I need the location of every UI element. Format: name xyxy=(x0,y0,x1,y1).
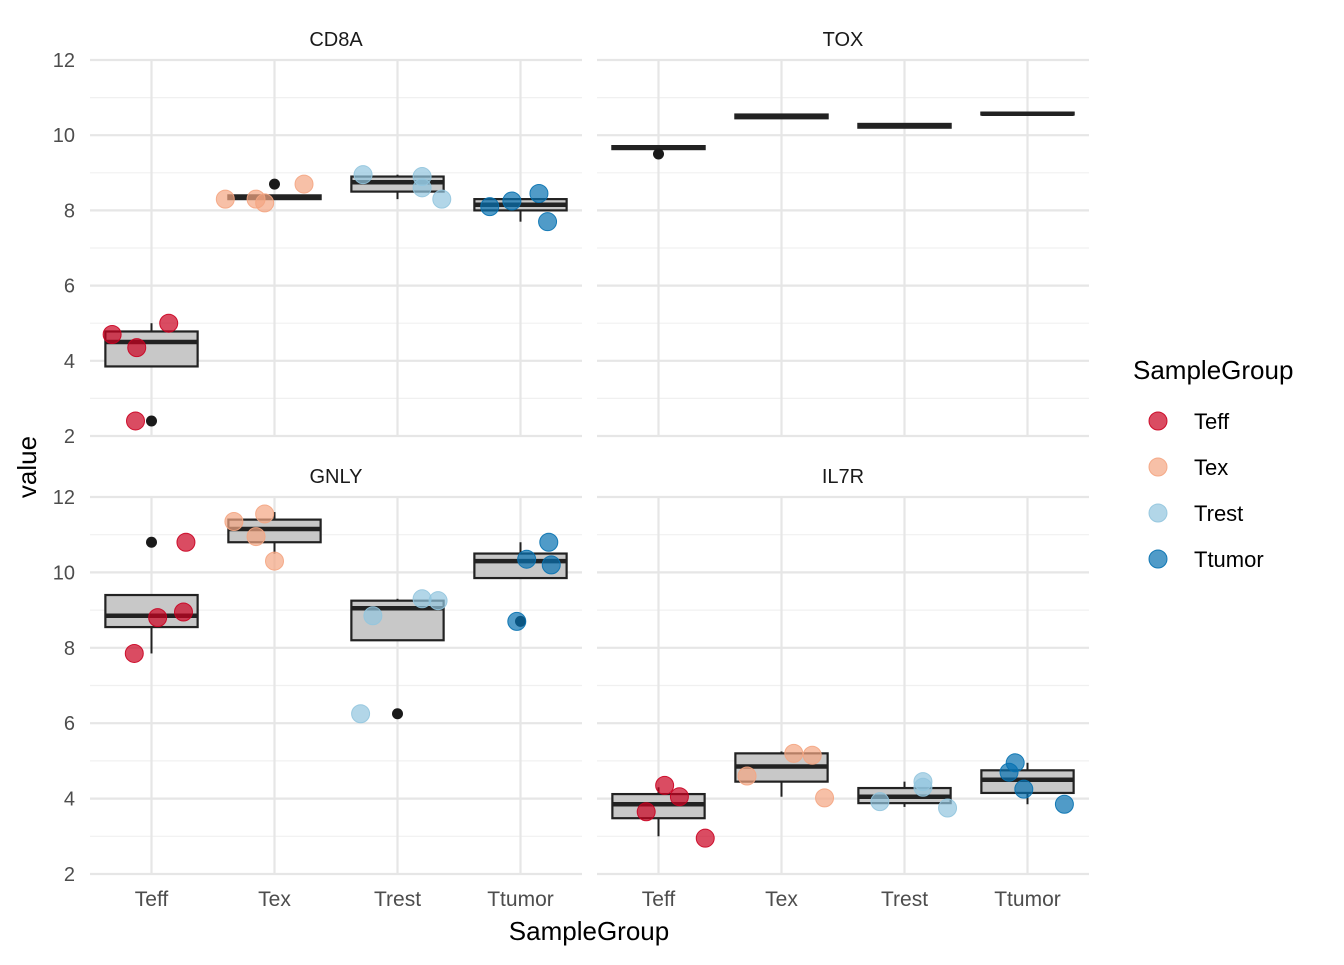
x-tick-label: Trest xyxy=(881,888,928,911)
data-point-ttumor xyxy=(502,191,522,211)
data-point-tex xyxy=(294,174,314,194)
data-point-teff xyxy=(655,775,675,795)
data-point-trest xyxy=(432,189,452,209)
data-point-teff xyxy=(126,411,146,431)
data-point-teff xyxy=(159,313,179,333)
outlier-point xyxy=(146,415,157,427)
y-tick-label: 8 xyxy=(64,638,75,660)
panel-il7r: IL7R Teff Tex Trest Ttumor xyxy=(597,466,1089,911)
y-tick-label: 2 xyxy=(64,864,75,886)
data-point-trest xyxy=(351,704,371,724)
x-tick-label: Teff xyxy=(642,888,676,911)
legend-label: Teff xyxy=(1194,409,1230,434)
y-tick-label: 2 xyxy=(64,426,75,448)
y-tick-label: 6 xyxy=(64,713,75,735)
data-point-teff xyxy=(102,324,122,344)
data-point-tex xyxy=(784,743,804,763)
outlier-point xyxy=(269,178,280,190)
data-point-tex xyxy=(802,745,822,765)
data-point-tex xyxy=(265,551,284,571)
data-point-teff xyxy=(669,787,689,807)
legend-swatch-trest xyxy=(1148,503,1168,523)
data-point-teff xyxy=(176,532,196,552)
data-point-tex xyxy=(255,193,275,213)
legend-title: SampleGroup xyxy=(1133,355,1293,385)
data-point-trest xyxy=(870,792,890,812)
panel-title: IL7R xyxy=(822,466,864,488)
y-axis-title: value xyxy=(12,436,42,498)
legend-label: Tex xyxy=(1194,455,1228,480)
x-axis-title: SampleGroup xyxy=(509,916,669,946)
outlier-point xyxy=(392,708,403,720)
panel-cd8a: CD8A 2 4 6 8 10 12 xyxy=(53,29,582,448)
legend: SampleGroup Teff Tex Trest Ttumor xyxy=(1133,355,1293,572)
y-tick-label: 12 xyxy=(53,50,75,72)
data-point-ttumor xyxy=(480,197,500,217)
outlier-point xyxy=(146,536,157,548)
data-point-trest xyxy=(363,606,383,626)
data-point-tex xyxy=(224,512,244,532)
data-point-tex xyxy=(737,766,757,786)
data-point-ttumor xyxy=(529,183,549,203)
data-point-trest xyxy=(412,178,432,198)
data-point-teff xyxy=(636,802,656,822)
x-tick-label: Teff xyxy=(135,888,169,911)
outlier-point xyxy=(653,148,664,160)
data-point-trest xyxy=(412,589,432,609)
y-tick-label: 10 xyxy=(53,125,75,147)
data-point-ttumor xyxy=(507,611,527,631)
legend-label: Ttumor xyxy=(1194,547,1264,572)
data-point-teff xyxy=(148,608,168,628)
legend-swatch-tex xyxy=(1148,457,1168,477)
data-point-ttumor xyxy=(517,549,537,569)
data-point-tex xyxy=(815,788,835,808)
data-point-teff xyxy=(124,643,144,663)
y-tick-label: 12 xyxy=(53,487,75,509)
x-tick-label: Tex xyxy=(765,888,798,911)
y-tick-label: 8 xyxy=(64,200,75,222)
data-point-ttumor xyxy=(541,555,561,575)
panel-gnly: GNLY 2 4 6 8 10 12 Teff Tex Trest Ttumor xyxy=(53,466,582,911)
data-point-ttumor xyxy=(1054,794,1074,814)
panel-title: GNLY xyxy=(310,466,363,488)
data-point-trest xyxy=(353,165,373,185)
y-tick-label: 4 xyxy=(64,351,75,373)
legend-label: Trest xyxy=(1194,501,1243,526)
data-point-ttumor xyxy=(538,212,558,232)
data-point-ttumor xyxy=(1005,753,1025,773)
x-tick-label: Ttumor xyxy=(994,888,1061,911)
y-tick-label: 4 xyxy=(64,789,75,811)
panel-tox: TOX xyxy=(597,29,1089,438)
legend-swatch-teff xyxy=(1148,411,1168,431)
data-point-ttumor xyxy=(1014,779,1034,799)
data-point-tex xyxy=(246,527,266,547)
legend-swatch-ttumor xyxy=(1148,549,1168,569)
panel-title: CD8A xyxy=(309,29,363,51)
data-point-teff xyxy=(695,828,715,848)
x-tick-label: Trest xyxy=(374,888,421,911)
data-point-ttumor xyxy=(539,532,559,552)
data-point-tex xyxy=(255,504,275,524)
data-point-teff xyxy=(173,602,193,622)
y-tick-label: 6 xyxy=(64,276,75,298)
x-tick-label: Tex xyxy=(258,888,291,911)
data-point-tex xyxy=(215,189,235,209)
data-point-trest xyxy=(913,772,933,792)
data-point-trest xyxy=(428,591,448,611)
y-tick-label: 10 xyxy=(53,562,75,584)
data-point-teff xyxy=(127,338,147,358)
data-point-trest xyxy=(938,798,958,818)
x-tick-label: Ttumor xyxy=(487,888,554,911)
panel-title: TOX xyxy=(823,29,864,51)
